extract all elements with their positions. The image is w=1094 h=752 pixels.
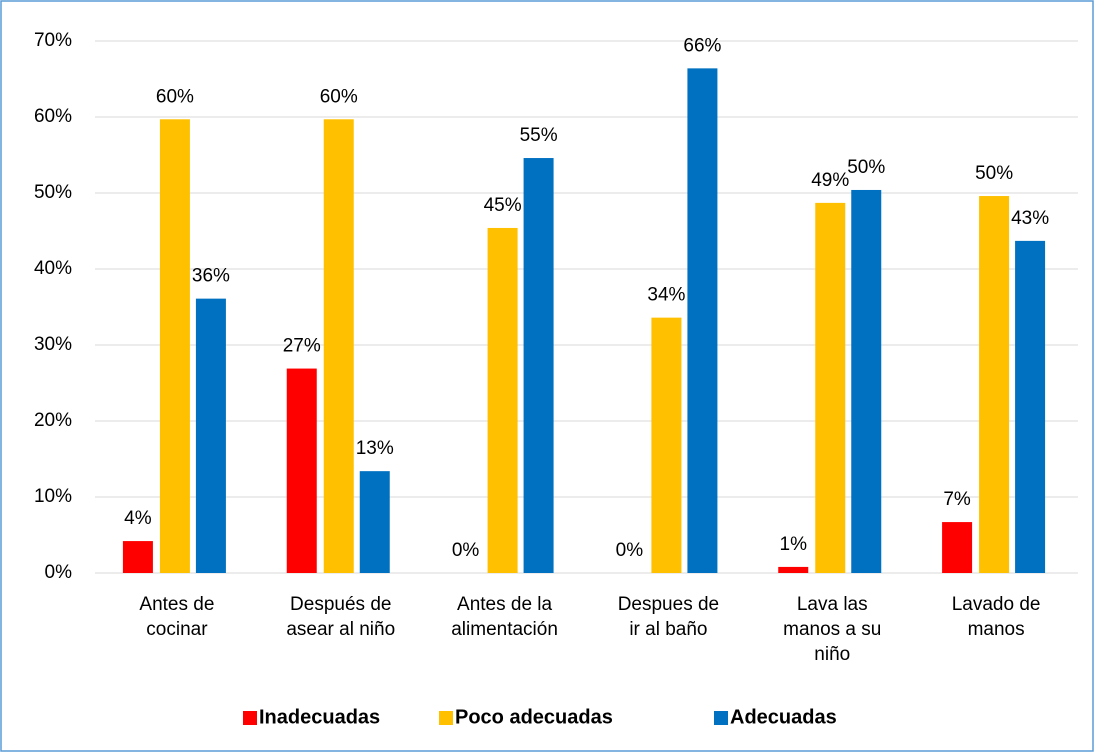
y-tick-label: 20%	[34, 410, 72, 431]
y-tick-label: 10%	[34, 486, 72, 507]
y-tick-label: 30%	[34, 334, 72, 355]
value-label: 0%	[452, 540, 480, 561]
bar	[159, 119, 190, 573]
x-tick-label: Antes de cocinar	[139, 594, 215, 640]
y-tick-label: 40%	[34, 258, 72, 279]
value-label: 49%	[811, 170, 849, 191]
bar	[122, 541, 153, 573]
legend-swatch	[714, 711, 728, 725]
x-tick-label: Despues de ir al baño	[617, 594, 720, 640]
legend-label: Inadecuadas	[259, 706, 380, 728]
x-tick-label: Lava las manos a su niño	[783, 594, 882, 665]
y-tick-label: 0%	[45, 562, 73, 583]
y-tick-label: 50%	[34, 182, 72, 203]
value-label: 4%	[124, 508, 152, 529]
value-label: 43%	[1011, 208, 1049, 229]
value-label: 13%	[356, 438, 394, 459]
value-label: 7%	[943, 489, 971, 510]
bar	[778, 566, 809, 573]
legend-swatch	[439, 711, 453, 725]
value-label: 1%	[780, 534, 808, 555]
bar	[851, 189, 882, 573]
legend-swatch	[243, 711, 257, 725]
bar	[651, 317, 682, 573]
bar	[359, 471, 390, 573]
y-tick-label: 60%	[34, 106, 72, 127]
x-tick-label: Antes de la alimentación	[451, 594, 558, 640]
value-label: 55%	[520, 125, 558, 146]
x-tick-label: Lavado de manos	[951, 594, 1041, 640]
legend-label: Adecuadas	[730, 706, 837, 728]
value-label: 66%	[683, 35, 721, 56]
bar	[195, 298, 226, 573]
value-label: 45%	[484, 195, 522, 216]
value-label: 36%	[192, 266, 230, 287]
bar	[487, 227, 518, 573]
bar	[323, 119, 354, 573]
legend-label: Poco adecuadas	[455, 706, 613, 728]
value-label: 0%	[616, 540, 644, 561]
value-label: 50%	[975, 163, 1013, 184]
bar	[815, 202, 846, 573]
value-label: 60%	[320, 86, 358, 107]
value-label: 34%	[647, 285, 685, 306]
value-label: 27%	[283, 336, 321, 357]
bar	[979, 196, 1010, 574]
y-tick-label: 70%	[34, 30, 72, 51]
bar	[1015, 240, 1046, 573]
x-tick-label: Después de asear al niño	[286, 594, 396, 640]
bar	[523, 158, 554, 574]
bar	[942, 522, 973, 573]
bar	[286, 368, 317, 573]
value-label: 50%	[847, 157, 885, 178]
value-label: 60%	[156, 86, 194, 107]
bar	[687, 68, 718, 574]
